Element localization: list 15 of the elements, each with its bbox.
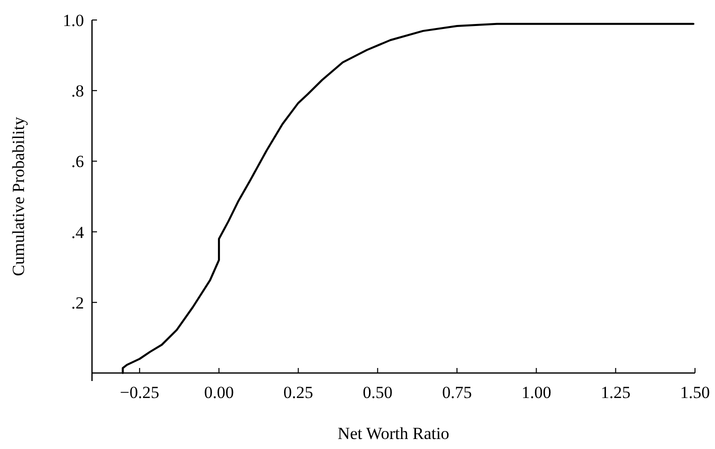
x-tick-label: 0.00: [204, 383, 234, 402]
y-tick-label: .6: [71, 152, 84, 172]
y-tick-label: .2: [71, 293, 84, 312]
x-tick-label: 1.25: [600, 383, 631, 402]
x-tick-label: 0.50: [362, 383, 393, 402]
y-tick-label: .4: [71, 222, 84, 242]
x-tick-label: 1.00: [521, 383, 552, 402]
x-axis-title: Net Worth Ratio: [338, 424, 450, 443]
y-tick-label: .8: [71, 82, 84, 101]
x-tick-label: 0.75: [442, 383, 472, 402]
y-tick-label: 1.0: [62, 10, 84, 30]
y-axis-title: Cumulative Probability: [9, 116, 28, 276]
x-tick-label: 1.50: [680, 383, 710, 402]
x-tick-label: −0.25: [120, 383, 160, 402]
x-tick-label: 0.25: [283, 383, 314, 402]
